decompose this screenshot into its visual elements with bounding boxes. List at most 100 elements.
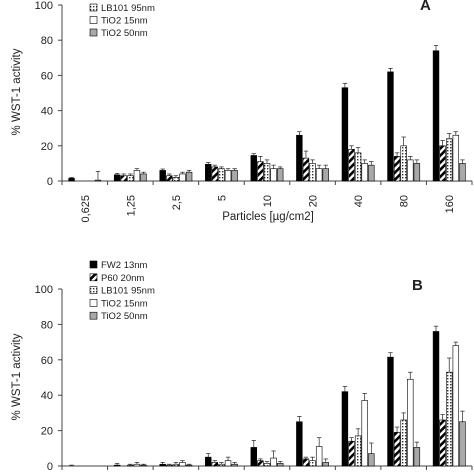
bar <box>159 463 166 467</box>
bar <box>452 345 460 467</box>
bar <box>407 378 414 467</box>
y-tick-label: 80 <box>41 35 53 47</box>
bar <box>368 453 375 467</box>
y-tick-label: 40 <box>41 106 53 118</box>
x-tick-label: 10 <box>262 195 274 207</box>
bar <box>231 170 238 182</box>
x-tick-label: 40 <box>353 195 365 207</box>
y-tick-label: 0 <box>47 176 53 188</box>
bar <box>432 50 440 182</box>
chart-panel-a: 0 20 40 60 80 100 0,625 1,25 2,5 5 10 20 40 80 160 Part… <box>11 0 473 223</box>
x-axis-label: Particles [µg/cm2] <box>222 211 314 223</box>
x-tick-label: 2,5 <box>171 195 183 210</box>
bar <box>348 149 355 182</box>
bar <box>179 462 186 467</box>
bar <box>393 156 401 182</box>
bar <box>315 446 323 467</box>
bar <box>309 460 316 467</box>
bar <box>263 463 271 467</box>
bar <box>172 177 180 182</box>
bar <box>446 371 453 467</box>
legend-label: TiO2 50nm <box>101 28 148 39</box>
legend-swatch <box>89 311 98 320</box>
bar <box>341 87 349 182</box>
bar <box>302 458 310 467</box>
bar <box>432 331 440 467</box>
legend-swatch <box>89 28 98 37</box>
bar <box>166 464 173 467</box>
legend-swatch <box>89 286 98 294</box>
bar <box>354 152 362 182</box>
bar <box>166 175 173 182</box>
bar <box>231 463 238 467</box>
legend-label: LB101 95nm <box>101 3 155 14</box>
bar <box>407 159 414 182</box>
bar <box>413 447 421 467</box>
bar <box>94 179 102 182</box>
bar <box>400 419 407 467</box>
y-axis-label: % WST-1 activity <box>11 48 23 135</box>
bar <box>68 178 75 182</box>
bar <box>439 145 446 182</box>
y-tick-label: 0 <box>47 461 53 473</box>
bar <box>185 171 193 182</box>
x-tick-label: 5 <box>216 195 228 201</box>
bar <box>270 457 277 467</box>
bar <box>322 168 329 182</box>
bar <box>211 166 219 182</box>
bar <box>140 464 147 467</box>
bar <box>348 440 355 467</box>
bar <box>133 170 141 182</box>
x-tick-label: 20 <box>308 195 320 207</box>
bar <box>446 138 453 182</box>
bar <box>361 400 368 467</box>
bar <box>205 456 212 467</box>
bar <box>361 163 368 182</box>
bar <box>205 163 212 182</box>
x-tick-label: 1,25 <box>125 195 137 216</box>
y-tick-label: 100 <box>35 284 53 296</box>
legend-swatch <box>89 260 98 269</box>
chart-panel-b: 0 20 40 60 80 100 % WST-1 activity FW2 13nm P60 … <box>11 260 473 473</box>
y-tick-label: 80 <box>41 319 53 331</box>
bar <box>387 356 394 467</box>
x-tick-label: 160 <box>444 195 456 213</box>
bar <box>322 462 329 467</box>
legend-swatch <box>89 299 98 307</box>
bar <box>257 161 264 182</box>
bar <box>218 168 225 182</box>
bar <box>113 464 121 467</box>
bar <box>296 134 303 182</box>
bar <box>296 421 303 467</box>
bar <box>309 163 316 182</box>
y-tick-label: 40 <box>41 390 53 402</box>
bar <box>172 463 180 467</box>
bar <box>224 460 232 467</box>
y-tick-label: 100 <box>35 0 53 12</box>
bar <box>341 391 349 467</box>
bar <box>257 460 264 467</box>
y-tick-label: 60 <box>41 355 53 367</box>
legend-label: TiO2 50nm <box>101 311 148 322</box>
bar <box>250 447 257 467</box>
bar <box>113 174 121 182</box>
bar <box>263 163 271 182</box>
bar <box>315 168 323 182</box>
bar <box>127 175 134 182</box>
bar <box>393 432 401 467</box>
bar <box>250 155 257 182</box>
bar <box>270 168 277 182</box>
bar <box>120 175 127 182</box>
bar <box>387 71 394 182</box>
legend-label: TiO2 15nm <box>101 16 148 27</box>
bar <box>400 145 407 182</box>
bar <box>159 170 166 182</box>
bar <box>133 463 141 467</box>
bar <box>413 163 421 182</box>
panel-label: B <box>412 277 423 294</box>
legend-label: FW2 13nm <box>101 260 148 271</box>
bar <box>452 134 460 182</box>
